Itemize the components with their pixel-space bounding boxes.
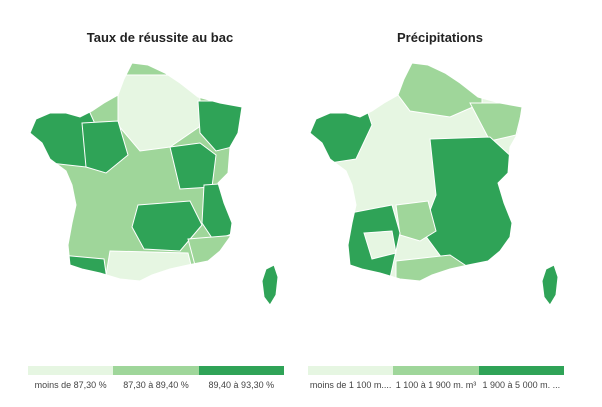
map-panel-precipitations: Précipitations moins de 1 100 m.... 1 10… <box>300 0 580 407</box>
region-pays-loire-bac[interactable] <box>81 120 129 174</box>
legend-swatch-mid <box>113 366 199 375</box>
region-burgundy-bac[interactable] <box>169 142 217 190</box>
legend-swatch-high-precip <box>478 366 564 375</box>
regions-bac <box>30 63 242 287</box>
legend-label-low: moins de 87,30 % <box>34 380 107 390</box>
region-corsica-bac[interactable] <box>261 264 279 306</box>
region-center-east-precip[interactable] <box>421 136 515 270</box>
map-title-precipitations: Précipitations <box>397 30 483 45</box>
legend-label-mid: 87,30 à 89,40 % <box>123 380 189 390</box>
region-occitanie-bac[interactable] <box>103 250 197 287</box>
legend-swatch-mid-precip <box>393 366 479 375</box>
region-gers-precip[interactable] <box>363 230 397 260</box>
legend-label-high: 89,40 à 93,30 % <box>208 380 275 390</box>
regions-precipitations <box>310 55 522 287</box>
region-massif-precip[interactable] <box>395 200 437 242</box>
region-corsica-precip[interactable] <box>541 264 559 306</box>
legend-swatch-low <box>28 366 114 375</box>
legend-label-mid-precip: 1 100 à 1 900 m. m³ <box>395 380 477 390</box>
map-panel-bac: Taux de réussite au bac moins de 87 <box>20 0 300 407</box>
france-map-bac[interactable] <box>20 55 300 315</box>
region-languedoc-precip[interactable] <box>395 254 469 287</box>
legend-swatch-high <box>198 366 284 375</box>
france-map-precipitations[interactable] <box>300 55 580 315</box>
map-title-bac: Taux de réussite au bac <box>86 30 234 45</box>
legend-swatch-low-precip <box>308 366 394 375</box>
region-pyrenees-bac[interactable] <box>59 254 109 287</box>
region-north-precip[interactable] <box>397 55 483 118</box>
region-massif-central-bac[interactable] <box>131 200 203 252</box>
legend-label-high-precip: 1 900 à 5 000 m. ... <box>482 380 561 390</box>
legend-precipitations: moins de 1 100 m.... 1 100 à 1 900 m. m³… <box>308 366 564 390</box>
legend-bac: moins de 87,30 % 87,30 à 89,40 % 89,40 à… <box>28 366 284 390</box>
legend-label-low-precip: moins de 1 100 m.... <box>309 380 392 390</box>
